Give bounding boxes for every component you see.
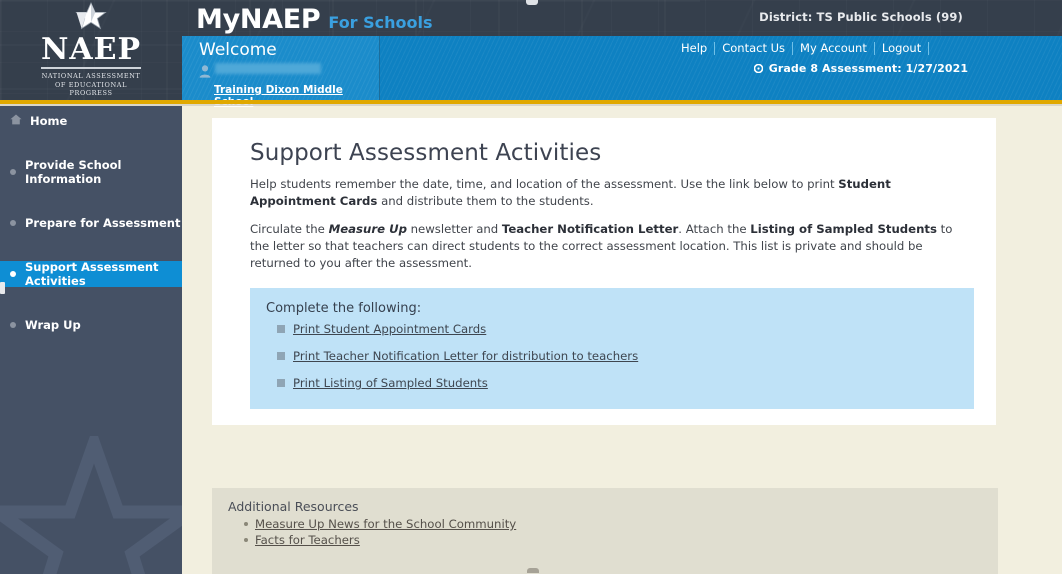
link-print-listing-of-sampled-students[interactable]: Print Listing of Sampled Students bbox=[293, 375, 488, 390]
sidebar-item-home[interactable]: Home bbox=[0, 108, 182, 134]
naep-tagline-line1: NATIONAL ASSESSMENT bbox=[41, 71, 141, 80]
district-label: District: TS Public Schools (99) bbox=[759, 10, 963, 24]
square-bullet-icon bbox=[277, 351, 285, 360]
brand-subtitle: For Schools bbox=[328, 13, 433, 32]
star-watermark-icon bbox=[0, 424, 182, 574]
person-icon bbox=[199, 63, 211, 82]
nav-link-my-account[interactable]: My Account bbox=[793, 42, 875, 55]
list-item: Print Listing of Sampled Students bbox=[277, 376, 958, 390]
intro-paragraph-1: Help students remember the date, time, a… bbox=[250, 176, 974, 210]
sidebar: Home Provide School Information Prepare … bbox=[0, 106, 182, 574]
bullet-dot-icon bbox=[10, 169, 16, 175]
paragraph2-text-c: newsletter and bbox=[406, 221, 502, 236]
paragraph2-emphasis-letter: Teacher Notification Letter bbox=[501, 221, 679, 236]
naep-logo[interactable]: NAEP NATIONAL ASSESSMENT OF EDUCATIONAL … bbox=[0, 0, 182, 100]
naep-tagline-line3: PROGRESS bbox=[69, 89, 113, 98]
sidebar-item-prepare-for-assessment[interactable]: Prepare for Assessment bbox=[0, 210, 182, 236]
complete-links-list: Print Student Appointment Cards Print Te… bbox=[266, 322, 958, 390]
intro-paragraph-2: Circulate the Measure Up newsletter and … bbox=[250, 221, 974, 272]
brand-wordmark: MyNAEP For Schools bbox=[196, 4, 433, 35]
sidebar-item-label: Support Assessment Activities bbox=[25, 260, 159, 288]
link-measure-up-news[interactable]: Measure Up News for the School Community bbox=[255, 517, 517, 531]
nav-link-logout[interactable]: Logout bbox=[875, 42, 930, 55]
sidebar-item-label: Wrap Up bbox=[25, 318, 81, 332]
paragraph2-text-g: to the letter so that teachers can direc… bbox=[250, 221, 953, 270]
bullet-dot-icon bbox=[10, 322, 16, 328]
paragraph2-emphasis-measure-up: Measure Up bbox=[328, 221, 407, 236]
top-scroll-handle[interactable] bbox=[526, 0, 538, 5]
content-card: Support Assessment Activities Help stude… bbox=[212, 118, 996, 425]
list-item: Print Student Appointment Cards bbox=[277, 322, 958, 336]
user-name-redacted bbox=[215, 62, 321, 74]
sidebar-spacer bbox=[0, 134, 182, 159]
complete-panel-title: Complete the following: bbox=[266, 300, 422, 316]
star-icon bbox=[68, 1, 114, 34]
header-rule-shadow bbox=[0, 104, 1062, 106]
nav-link-contact-us[interactable]: Contact Us bbox=[715, 42, 794, 55]
nav-link-help[interactable]: Help bbox=[676, 42, 716, 55]
list-item: Measure Up News for the School Community bbox=[244, 517, 982, 531]
sidebar-item-wrap-up[interactable]: Wrap Up bbox=[0, 312, 182, 338]
square-bullet-icon bbox=[277, 324, 285, 333]
sidebar-nav-list: Home Provide School Information Prepare … bbox=[0, 106, 182, 338]
home-icon bbox=[10, 114, 22, 128]
round-bullet-icon bbox=[244, 522, 248, 526]
sidebar-item-provide-school-information[interactable]: Provide School Information bbox=[0, 158, 182, 186]
sidebar-item-label: Provide School Information bbox=[25, 158, 122, 186]
naep-tagline: NATIONAL ASSESSMENT OF EDUCATIONAL PROGR… bbox=[42, 72, 141, 98]
clock-icon bbox=[753, 63, 767, 76]
sidebar-item-support-assessment-activities[interactable]: Support Assessment Activities bbox=[0, 260, 182, 288]
link-facts-for-teachers[interactable]: Facts for Teachers bbox=[255, 533, 360, 547]
additional-resources-panel: Additional Resources Measure Up News for… bbox=[212, 488, 998, 574]
link-print-student-appointment-cards[interactable]: Print Student Appointment Cards bbox=[293, 321, 487, 336]
sidebar-spacer bbox=[0, 236, 182, 261]
paragraph1-text-c: and distribute them to the students. bbox=[377, 193, 594, 208]
sidebar-item-label: Home bbox=[30, 114, 68, 128]
paragraph2-text-a: Circulate the bbox=[250, 221, 329, 236]
list-item: Facts for Teachers bbox=[244, 533, 982, 547]
bullet-dot-icon bbox=[10, 271, 16, 277]
paragraph1-text-a: Help students remember the date, time, a… bbox=[250, 177, 839, 191]
header-nav: Help Contact Us My Account Logout bbox=[676, 42, 930, 55]
sidebar-spacer bbox=[0, 185, 182, 210]
complete-the-following-panel: Complete the following: Print Student Ap… bbox=[250, 287, 974, 409]
list-item: Print Teacher Notification Letter for di… bbox=[277, 349, 958, 363]
additional-resources-list: Measure Up News for the School Community… bbox=[228, 517, 982, 547]
sidebar-spacer bbox=[0, 287, 182, 312]
assessment-date-text: Grade 8 Assessment: 1/27/2021 bbox=[768, 62, 969, 75]
paragraph2-emphasis-listing: Listing of Sampled Students bbox=[750, 221, 937, 236]
sidebar-item-label: Prepare for Assessment bbox=[25, 216, 181, 230]
additional-resources-title: Additional Resources bbox=[228, 499, 359, 514]
naep-tagline-line2: OF EDUCATIONAL bbox=[55, 80, 127, 89]
naep-acronym: NAEP bbox=[40, 31, 142, 69]
round-bullet-icon bbox=[244, 538, 248, 542]
link-print-teacher-notification-letter[interactable]: Print Teacher Notification Letter for di… bbox=[293, 348, 639, 363]
bullet-dot-icon bbox=[10, 220, 16, 226]
welcome-user-row bbox=[199, 62, 379, 82]
brand-name: MyNAEP bbox=[196, 4, 321, 35]
paragraph1-emphasis: Student Appointment Cards bbox=[250, 177, 891, 208]
main-content: Support Assessment Activities Help stude… bbox=[182, 106, 1062, 574]
square-bullet-icon bbox=[277, 378, 285, 387]
header-gold-rule bbox=[0, 100, 1062, 104]
assessment-date-banner: Grade 8 Assessment: 1/27/2021 bbox=[660, 62, 1062, 76]
paragraph2-text-e: . Attach the bbox=[678, 221, 751, 236]
left-scroll-handle[interactable] bbox=[0, 282, 5, 294]
welcome-title: Welcome bbox=[199, 40, 277, 60]
bottom-scroll-handle[interactable] bbox=[527, 568, 539, 573]
welcome-panel: Welcome Training Dixon Middle School bbox=[182, 36, 380, 108]
page-title: Support Assessment Activities bbox=[250, 140, 602, 166]
